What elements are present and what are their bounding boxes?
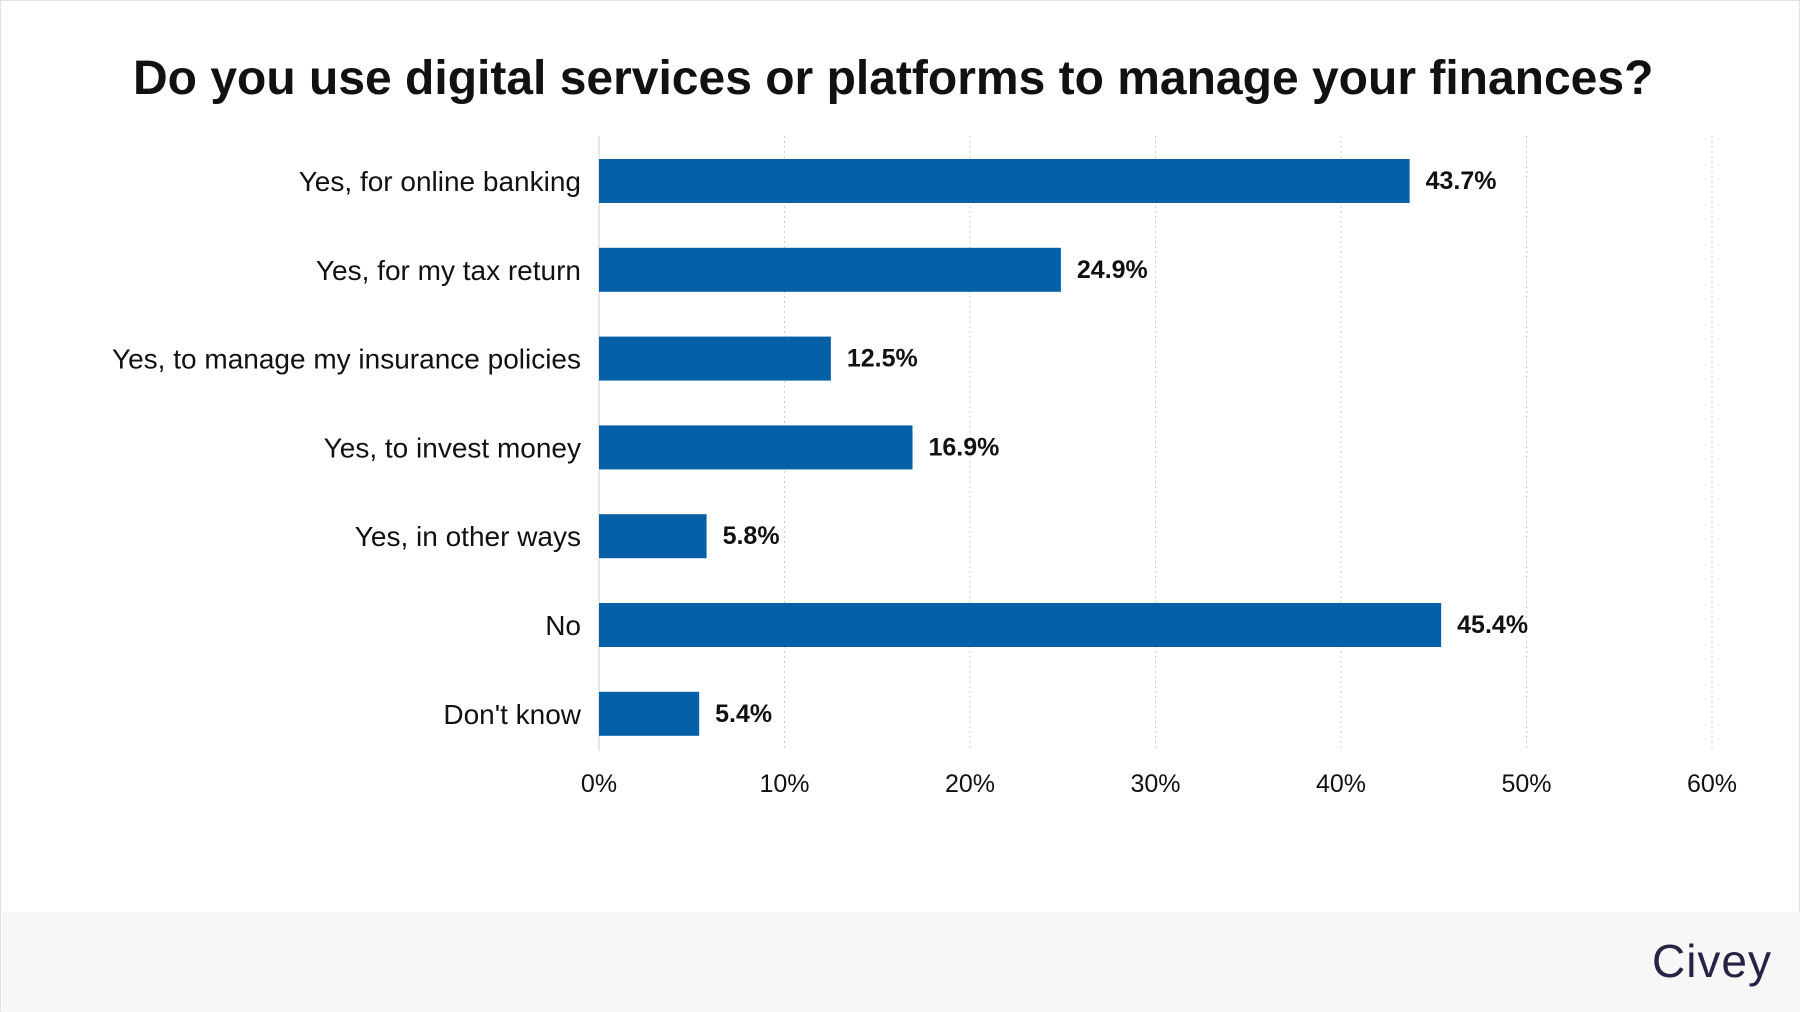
bar — [599, 159, 1410, 203]
value-label: 16.9% — [928, 433, 999, 461]
chart-title: Do you use digital services or platforms… — [133, 52, 1654, 105]
x-tick-label: 60% — [1687, 770, 1737, 798]
value-label: 12.5% — [847, 345, 918, 373]
x-tick-label: 50% — [1501, 770, 1551, 798]
bar — [599, 514, 707, 559]
brand-logo: Civey — [1651, 935, 1772, 987]
x-tick-label: 10% — [759, 770, 809, 798]
category-label: Yes, to manage my insurance policies — [112, 344, 581, 375]
category-label: No — [545, 610, 581, 641]
category-label: Yes, for my tax return — [316, 255, 581, 286]
x-tick-label: 30% — [1130, 770, 1180, 798]
value-label: 5.4% — [715, 700, 772, 728]
value-label: 43.7% — [1426, 167, 1497, 195]
bar — [599, 603, 1442, 647]
bar-chart: Yes, for online banking 43.7% Yes, for my … — [112, 136, 1737, 798]
x-tick-label: 40% — [1316, 770, 1366, 798]
category-label: Yes, for online banking — [299, 166, 581, 197]
x-tick-label: 20% — [945, 770, 995, 798]
category-label: Yes, in other ways — [355, 521, 581, 552]
x-tick-label: 0% — [581, 770, 617, 798]
category-label: Yes, to invest money — [324, 432, 581, 463]
value-label: 24.9% — [1077, 256, 1148, 284]
bar — [599, 425, 913, 470]
value-label: 5.8% — [723, 522, 780, 550]
bar — [599, 336, 831, 381]
bar — [599, 247, 1061, 292]
category-label: Don't know — [443, 699, 581, 730]
value-label: 45.4% — [1457, 611, 1528, 639]
footer: Civey — [2, 912, 1800, 1012]
bar — [599, 691, 700, 736]
